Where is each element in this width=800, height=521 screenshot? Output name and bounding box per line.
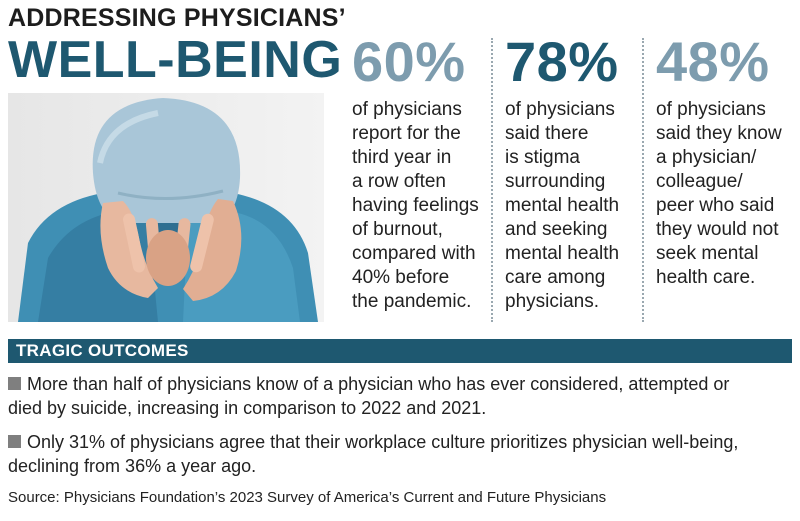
stat-line: of physicians <box>505 99 615 120</box>
stat-line: a physician/ <box>656 147 757 168</box>
square-bullet-icon <box>8 435 21 448</box>
stat-line: surrounding <box>505 171 606 192</box>
header-kicker: ADDRESSING PHYSICIANS’ <box>8 4 346 32</box>
stat-description: of physicians said they know a physician… <box>656 98 796 290</box>
stat-line: physicians. <box>505 291 599 312</box>
page-title: WELL-BEING <box>8 31 343 89</box>
stat-line: of burnout, <box>352 219 443 240</box>
stat-line: mental health <box>505 243 620 264</box>
stat-no-care: 48% of physicians said they know a physi… <box>656 32 796 290</box>
divider <box>491 38 493 322</box>
stat-line: peer who said <box>656 195 775 216</box>
stat-line: report for the <box>352 123 461 144</box>
stat-line: having feelings <box>352 195 479 216</box>
stat-line: 40% before <box>352 267 450 288</box>
bullet-text: declining from 36% a year ago. <box>8 456 257 476</box>
bullet-text: died by suicide, increasing in compariso… <box>8 398 487 418</box>
stat-line: of physicians <box>656 99 766 120</box>
stat-line: they would not <box>656 219 779 240</box>
stat-line: mental health <box>505 195 620 216</box>
square-bullet-icon <box>8 377 21 390</box>
stat-line: of physicians <box>352 99 462 120</box>
outcome-bullet: More than half of physicians know of a p… <box>8 372 798 420</box>
stat-line: seek mental <box>656 243 759 264</box>
stat-line: a row often <box>352 171 446 192</box>
divider <box>642 38 644 322</box>
stat-percent: 60% <box>352 30 466 93</box>
stat-line: health care. <box>656 267 756 288</box>
stat-stigma: 78% of physicians said there is stigma s… <box>505 32 635 314</box>
stat-line: care among <box>505 267 606 288</box>
stressed-physician-photo <box>8 93 324 322</box>
stat-percent: 48% <box>656 30 770 93</box>
stat-description: of physicians report for the third year … <box>352 98 484 314</box>
section-heading: TRAGIC OUTCOMES <box>16 341 189 360</box>
stat-percent: 78% <box>505 30 619 93</box>
stat-line: said there <box>505 123 589 144</box>
stat-line: the pandemic. <box>352 291 472 312</box>
stat-line: colleague/ <box>656 171 743 192</box>
stat-line: is stigma <box>505 147 580 168</box>
stat-line: said they know <box>656 123 782 144</box>
stat-line: and seeking <box>505 219 608 240</box>
outcome-bullet: Only 31% of physicians agree that their … <box>8 430 798 478</box>
stat-line: third year in <box>352 147 452 168</box>
source-citation: Source: Physicians Foundation’s 2023 Sur… <box>8 489 607 506</box>
stat-description: of physicians said there is stigma surro… <box>505 98 635 314</box>
stat-burnout: 60% of physicians report for the third y… <box>352 32 484 314</box>
stat-line: compared with <box>352 243 476 264</box>
section-header-bar: TRAGIC OUTCOMES <box>8 339 792 363</box>
bullet-text: Only 31% of physicians agree that their … <box>27 432 739 452</box>
bullet-text: More than half of physicians know of a p… <box>27 374 730 394</box>
